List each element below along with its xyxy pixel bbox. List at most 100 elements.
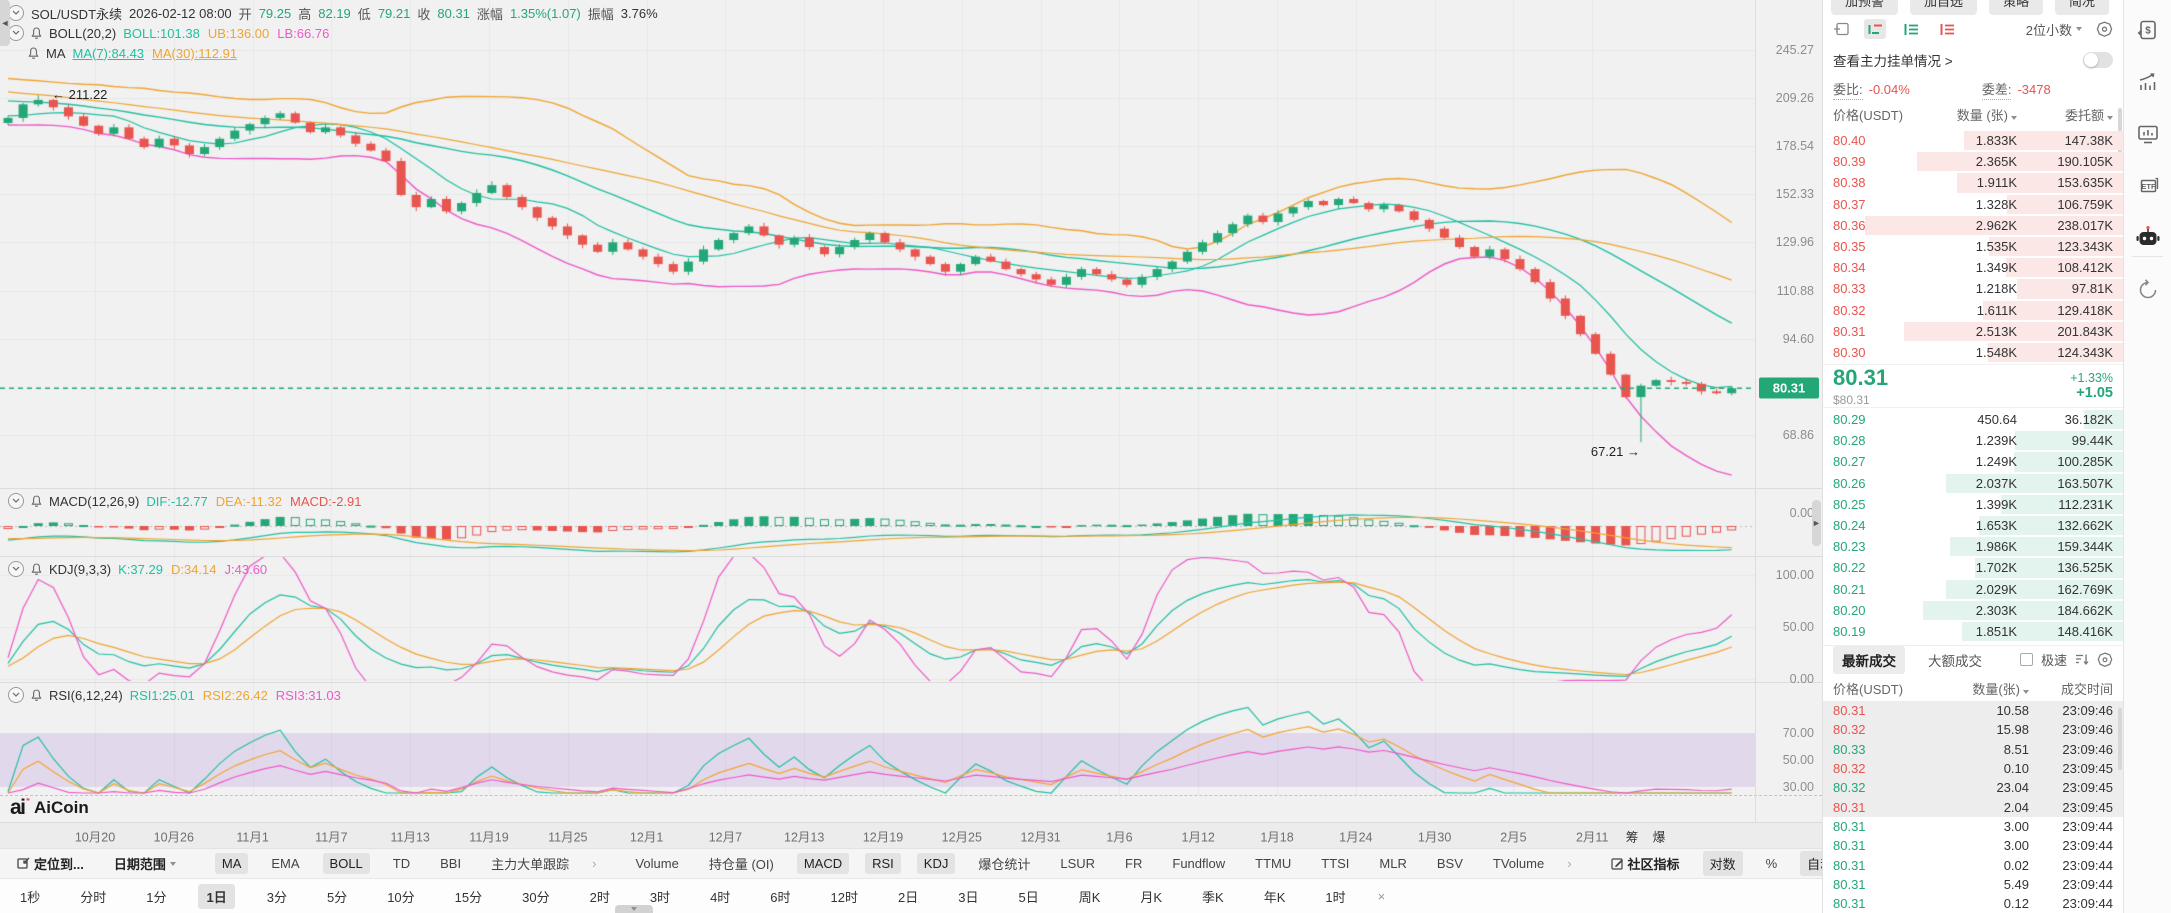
robot-icon[interactable]	[2133, 223, 2163, 253]
toolbar-item[interactable]: RSI	[865, 853, 901, 874]
timeframe-item[interactable]: 5日	[1018, 889, 1039, 905]
pane-divider[interactable]	[0, 556, 1822, 557]
main-chart-canvas[interactable]	[0, 0, 1755, 822]
main-orders-toggle[interactable]	[2083, 52, 2113, 68]
axis-tool-liquidation[interactable]: 爆	[1652, 830, 1666, 844]
add-panel-icon[interactable]	[1833, 21, 1850, 37]
qty-sort-header[interactable]: 数量 (张)	[1923, 105, 2017, 124]
scrollbar-thumb[interactable]	[2118, 708, 2122, 770]
bid-row[interactable]: 80.24 1.653K 132.662K	[1823, 515, 2123, 536]
timeframe-item[interactable]: 1日	[198, 883, 235, 909]
toolbar-item[interactable]: 爆仓统计	[978, 857, 1031, 872]
alert-bell-icon[interactable]	[31, 688, 42, 702]
alert-bell-icon[interactable]	[31, 26, 42, 40]
timeframe-item[interactable]: 周K	[1078, 889, 1101, 905]
toolbar-item[interactable]: MACD	[796, 853, 850, 874]
bid-row[interactable]: 80.19 1.851K 148.416K	[1823, 621, 2123, 642]
axis-tool-chips[interactable]: 筹	[1625, 830, 1639, 844]
timeframe-item[interactable]: 3分	[266, 889, 287, 905]
timeframe-item[interactable]: 4时	[710, 889, 731, 905]
toolbar-item[interactable]: BOLL	[322, 853, 370, 874]
toolbar-item[interactable]: MA	[214, 853, 249, 874]
collapse-icon[interactable]	[8, 687, 24, 703]
timeframe-item[interactable]: 10分	[387, 889, 415, 905]
ask-row[interactable]: 80.36 2.962K 238.017K	[1823, 215, 2123, 236]
timeframe-item[interactable]: 15分	[454, 889, 483, 905]
toolbar-item[interactable]: %	[1765, 856, 1778, 871]
toolbar-item[interactable]: BSV	[1436, 856, 1463, 871]
quick-action-button[interactable]: 加预警	[1831, 0, 1899, 15]
toolbar-item[interactable]: KDJ	[916, 853, 956, 874]
trend-icon[interactable]	[2133, 67, 2163, 97]
sort-icon[interactable]	[2075, 653, 2089, 666]
bid-row[interactable]: 80.21 2.029K 162.769K	[1823, 579, 2123, 600]
timeframe-item[interactable]: 6时	[770, 889, 791, 905]
trades-settings-icon[interactable]	[2097, 651, 2113, 668]
pane-divider-dashed[interactable]	[0, 795, 1822, 796]
toolbar-item[interactable]: MLR	[1379, 856, 1407, 871]
toolbar-item[interactable]: Volume	[635, 856, 679, 871]
toolbar-item[interactable]: Fundflow	[1172, 856, 1226, 871]
fast-mode-checkbox[interactable]	[2019, 653, 2033, 666]
pane-divider[interactable]	[0, 488, 1822, 489]
toolbar-item[interactable]: TTSI	[1321, 856, 1350, 871]
bid-row[interactable]: 80.20 2.303K 184.662K	[1823, 600, 2123, 621]
bid-row[interactable]: 80.23 1.986K 159.344K	[1823, 536, 2123, 557]
toolbar-item[interactable]: BBI	[440, 856, 462, 871]
toolbar-item[interactable]: LSUR	[1060, 856, 1096, 871]
ask-row[interactable]: 80.30 1.548K 124.343K	[1823, 342, 2123, 363]
timeframe-item[interactable]: 3日	[958, 889, 979, 905]
amount-sort-header[interactable]: 委托额	[2017, 105, 2113, 124]
alert-bell-icon[interactable]	[31, 494, 42, 508]
toolbar-item[interactable]: 持仓量 (OI)	[708, 857, 774, 872]
collapse-tab[interactable]	[615, 905, 653, 913]
bid-row[interactable]: 80.27 1.249K 100.285K	[1823, 451, 2123, 472]
toolbar-item[interactable]: 定位到...	[10, 851, 91, 876]
main-orders-link[interactable]: 查看主力挂单情况 >	[1833, 54, 1953, 69]
timeframe-item[interactable]: 1时	[1325, 889, 1346, 905]
ask-row[interactable]: 80.31 2.513K 201.843K	[1823, 321, 2123, 342]
pane-divider[interactable]	[0, 682, 1822, 683]
timeframe-item[interactable]: 2时	[589, 889, 610, 905]
timeframe-item[interactable]: 月K	[1140, 889, 1163, 905]
book-buy-view-icon[interactable]	[1900, 19, 1922, 39]
tab-latest-trades[interactable]: 最新成交	[1833, 645, 1905, 674]
decimals-dropdown[interactable]: 2位小数	[2026, 20, 2082, 39]
timeframe-item[interactable]: 年K	[1263, 889, 1286, 905]
timeframe-item[interactable]: 3时	[649, 889, 671, 905]
collapse-icon[interactable]	[8, 561, 24, 577]
scroll-right-handle[interactable]: ►	[1812, 500, 1821, 546]
toolbar-item[interactable]: 自动	[1800, 851, 1822, 876]
ask-row[interactable]: 80.32 1.611K 129.418K	[1823, 300, 2123, 321]
ask-row[interactable]: 80.33 1.218K 97.81K	[1823, 278, 2123, 299]
quick-action-button[interactable]: 加自选	[1910, 0, 1978, 15]
collapse-icon[interactable]	[8, 25, 24, 41]
quick-action-button[interactable]: 策略	[1989, 0, 2044, 15]
bid-row[interactable]: 80.22 1.702K 136.525K	[1823, 557, 2123, 578]
collapse-icon[interactable]	[8, 5, 24, 21]
timeframe-item[interactable]: 季K	[1202, 889, 1224, 905]
ask-row[interactable]: 80.34 1.349K 108.412K	[1823, 257, 2123, 278]
toolbar-item[interactable]: 日期范围	[107, 851, 183, 876]
toolbar-item[interactable]: 社区指标	[1604, 851, 1687, 876]
timeframe-item[interactable]: ×	[1377, 888, 1386, 904]
bid-row[interactable]: 80.29 450.64 36.182K	[1823, 409, 2123, 430]
toolbar-item[interactable]: FR	[1125, 856, 1143, 871]
refresh-icon[interactable]	[2133, 275, 2163, 305]
timeframe-item[interactable]: 30分	[522, 889, 550, 905]
timeframe-item[interactable]: 1分	[146, 889, 167, 905]
bid-row[interactable]: 80.26 2.037K 163.507K	[1823, 473, 2123, 494]
trade-qty-sort-header[interactable]: 数量(张)	[1918, 679, 2029, 698]
alert-bell-icon[interactable]	[28, 46, 39, 60]
toolbar-item[interactable]: EMA	[271, 856, 300, 871]
timeframe-item[interactable]: 1秒	[20, 889, 41, 905]
alert-bell-icon[interactable]	[31, 562, 42, 576]
timeframe-item[interactable]: 分时	[80, 889, 107, 905]
ask-row[interactable]: 80.38 1.911K 153.635K	[1823, 172, 2123, 193]
toolbar-item[interactable]: ›	[1567, 856, 1572, 871]
bid-row[interactable]: 80.28 1.239K 99.44K	[1823, 430, 2123, 451]
order-dollar-icon[interactable]: $	[2133, 15, 2163, 45]
monitor-chart-icon[interactable]	[2133, 119, 2163, 149]
book-both-view-icon[interactable]	[1864, 19, 1886, 39]
timeframe-item[interactable]: 12时	[830, 889, 858, 905]
